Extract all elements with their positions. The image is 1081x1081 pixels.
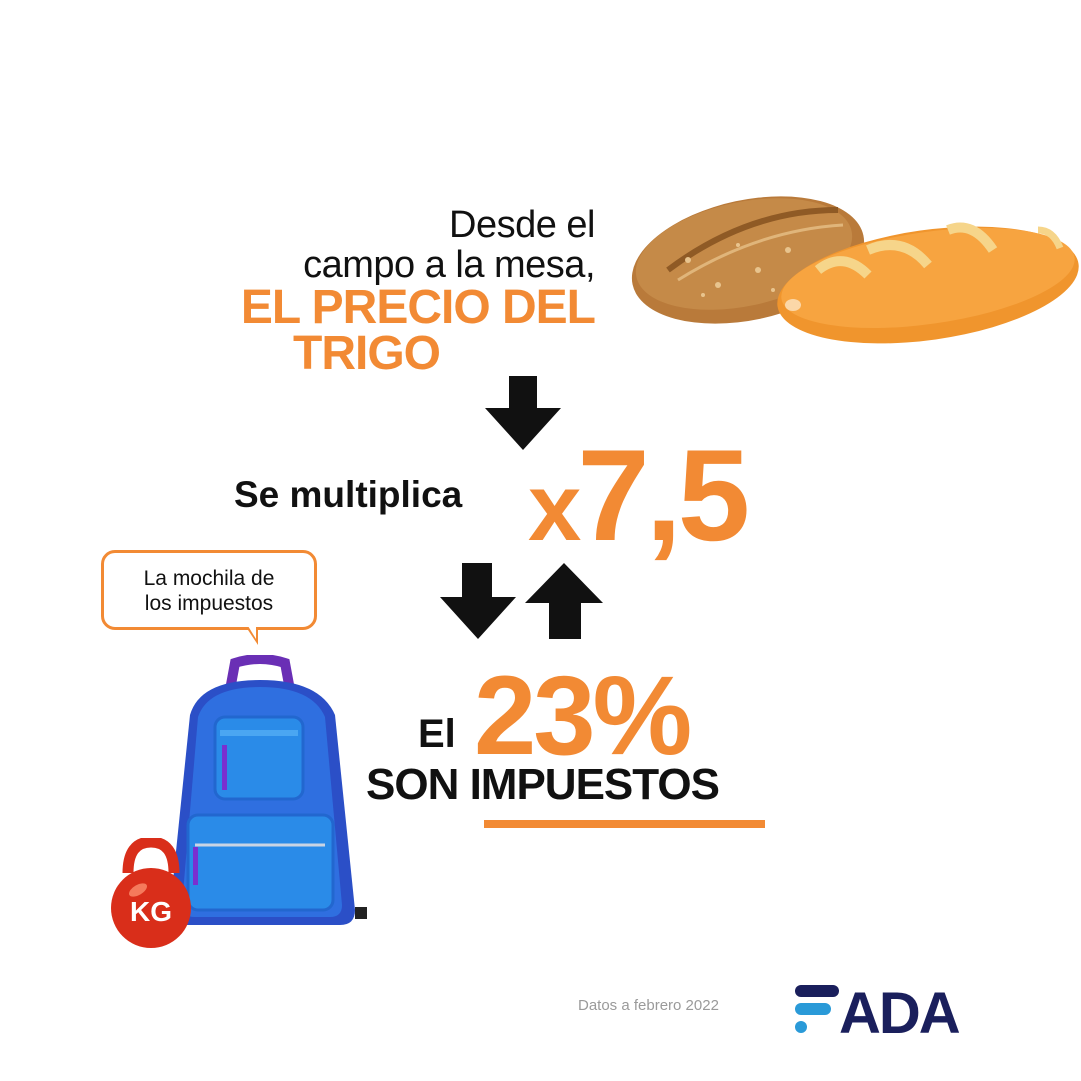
headline-highlight-2: TRIGO bbox=[293, 327, 441, 380]
accent-underline bbox=[484, 820, 765, 828]
multiplier-number: 7,5 bbox=[577, 422, 750, 568]
taxes-prefix: El bbox=[418, 712, 456, 756]
arrow-up-icon bbox=[525, 563, 603, 639]
speech-bubble-line-2: los impuestos bbox=[144, 592, 274, 615]
headline-line-1: Desde el bbox=[449, 204, 595, 246]
multiplier-label: Se multiplica bbox=[234, 474, 463, 515]
footer-note: Datos a febrero 2022 bbox=[578, 997, 719, 1014]
kettlebell-label: KG bbox=[130, 896, 172, 927]
fada-logo: ADA bbox=[795, 982, 962, 1037]
headline-highlight-1: EL PRECIO DEL bbox=[240, 281, 596, 334]
arrow-down-icon bbox=[485, 376, 561, 450]
taxes-percent: 23% bbox=[474, 653, 692, 778]
backpack-illustration bbox=[170, 655, 367, 925]
bread-illustration bbox=[631, 196, 1079, 344]
logo-text: ADA bbox=[839, 982, 960, 1037]
speech-bubble: La mochila de los impuestos bbox=[101, 550, 317, 630]
multiplier-value: x7,5 bbox=[528, 430, 750, 573]
headline: Desde el campo a la mesa, EL PRECIO DEL … bbox=[240, 204, 596, 380]
taxes-label: SON IMPUESTOS bbox=[366, 760, 720, 809]
speech-bubble-line-1: La mochila de bbox=[143, 567, 275, 590]
kettlebell-illustration: KG bbox=[111, 838, 191, 948]
headline-line-2: campo a la mesa, bbox=[303, 244, 595, 286]
arrow-down-icon bbox=[440, 563, 516, 639]
speech-bubble-tail-inner bbox=[248, 626, 256, 639]
multiplier-prefix: x bbox=[528, 454, 581, 561]
